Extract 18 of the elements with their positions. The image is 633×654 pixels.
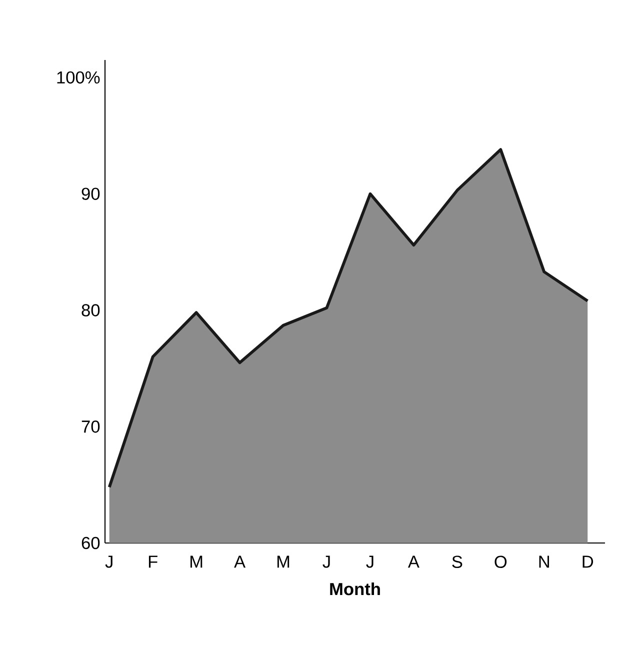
y-tick-label: 80 [82, 304, 100, 316]
x-axis-title: Month [330, 582, 380, 596]
x-tick-label: S [452, 556, 462, 568]
x-tick-label: M [190, 556, 202, 568]
x-tick-label: J [322, 556, 330, 568]
y-tick-label: 90 [82, 188, 100, 200]
x-tick-label: D [582, 556, 594, 568]
x-tick-label: A [234, 556, 246, 568]
y-tick-label: 70 [82, 420, 100, 433]
x-tick-label: O [494, 556, 507, 568]
x-tick-label: J [105, 556, 112, 568]
x-tick-label: M [277, 556, 290, 568]
x-tick-label: N [539, 556, 549, 568]
x-tick-label: F [148, 556, 158, 568]
y-tick-label: 60 [82, 536, 100, 550]
y-tick-label: 100% [57, 71, 100, 84]
x-tick-label: A [408, 556, 420, 568]
x-tick-label: J [366, 556, 374, 568]
